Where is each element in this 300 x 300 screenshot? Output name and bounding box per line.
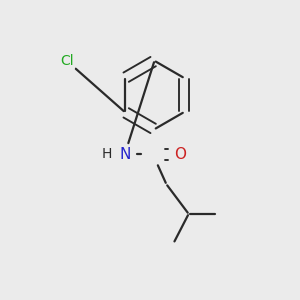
Text: H: H <box>102 148 112 161</box>
Text: N: N <box>119 147 130 162</box>
Text: O: O <box>174 147 186 162</box>
Text: Cl: Cl <box>60 54 74 68</box>
